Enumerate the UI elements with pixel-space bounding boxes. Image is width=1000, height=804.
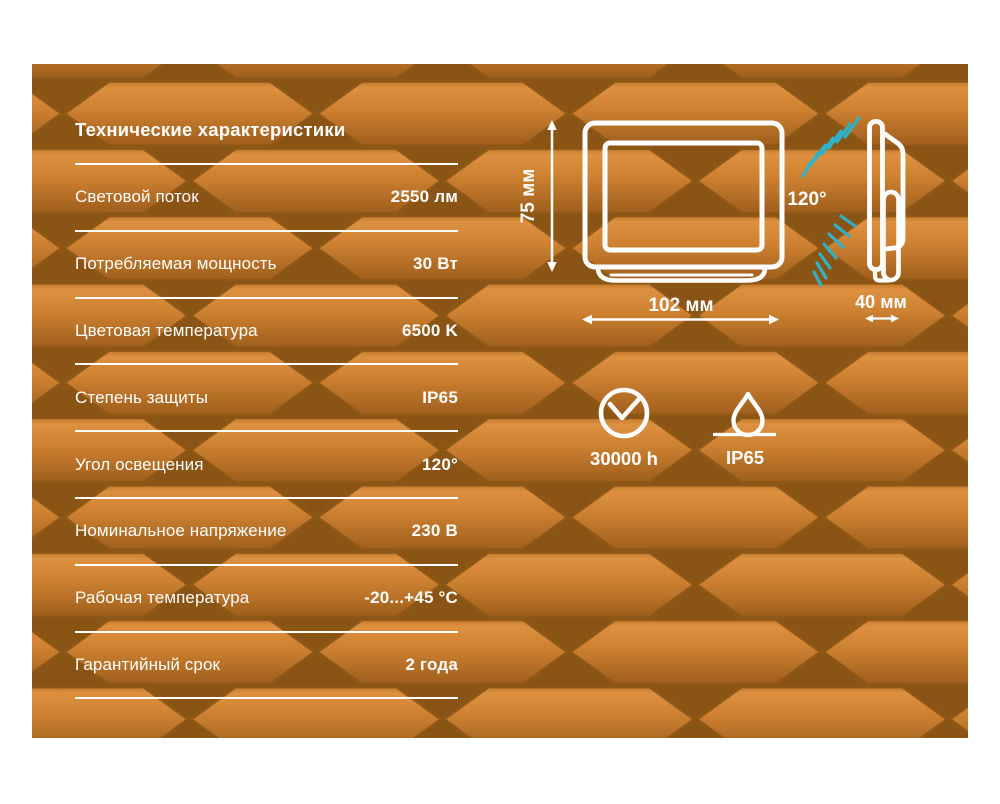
arrow-right-icon: [769, 314, 779, 325]
light-rays-upper-icon: [801, 116, 861, 178]
ip-label: IP65: [726, 447, 764, 468]
spec-row-luminous-flux: Световой поток 2550 лм: [75, 165, 458, 232]
spec-value: IP65: [422, 387, 458, 407]
spec-label: Степень защиты: [75, 387, 209, 407]
floodlight-side-view-icon: [867, 119, 906, 283]
arrow-left-icon: [865, 314, 873, 323]
width-dimension-label: 102 мм: [648, 295, 713, 316]
light-rays-lower-icon: [812, 214, 857, 287]
spec-row-ip-rating: Степень защиты IP65: [75, 365, 458, 433]
spec-row-beam-angle: Угол освещения 120°: [75, 432, 458, 499]
spec-row-voltage: Номинальное напряжение 230 В: [75, 499, 458, 566]
spec-value: 30 Вт: [412, 254, 458, 274]
arrow-left-icon: [582, 314, 592, 325]
spec-label: Гарантийный срок: [75, 654, 221, 674]
spec-label: Рабочая температура: [75, 588, 250, 608]
depth-dimension-label: 40 мм: [855, 292, 907, 312]
spec-label: Угол освещения: [75, 454, 204, 474]
floodlight-front-view-icon: [582, 120, 785, 283]
floodlight-diagram: 75 мм 102 мм: [518, 116, 907, 469]
width-dimension: 102 мм: [582, 295, 779, 325]
ip-feature: IP65: [713, 391, 776, 468]
arrow-up-icon: [547, 120, 557, 130]
spec-label: Номинальное напряжение: [75, 521, 287, 541]
lifetime-feature: 30000 h: [590, 387, 658, 469]
spec-table-title: Технические характеристики: [75, 119, 346, 140]
spec-label: Цветовая температура: [75, 320, 258, 340]
clock-icon: [598, 387, 650, 439]
spec-value: 6500 K: [401, 320, 458, 340]
spec-rows: Световой поток 2550 лм Потребляемая мощн…: [75, 163, 458, 700]
spec-value: 120°: [422, 454, 458, 474]
arrow-right-icon: [891, 314, 899, 323]
depth-dimension: 40 мм: [855, 292, 907, 323]
spec-row-color-temperature: Цветовая температура 6500 K: [75, 299, 458, 366]
lifetime-label: 30000 h: [590, 448, 658, 469]
spec-card-panel: Технические характеристики Световой пото…: [32, 64, 968, 738]
beam-angle-label: 120°: [787, 189, 826, 210]
height-dimension-label: 75 мм: [518, 169, 539, 224]
spec-row-power: Потребляемая мощность 30 Вт: [75, 232, 458, 299]
spec-value: -20...+45 °C: [364, 588, 458, 608]
spec-label: Потребляемая мощность: [75, 254, 277, 274]
height-dimension: 75 мм: [518, 120, 557, 272]
spec-row-operating-temperature: Рабочая температура -20...+45 °C: [75, 566, 458, 633]
spec-row-warranty: Гарантийный срок 2 года: [75, 633, 458, 700]
water-drop-icon: [731, 391, 765, 438]
spec-label: Световой поток: [75, 187, 199, 207]
honeycomb-background: [32, 64, 968, 738]
arrow-down-icon: [547, 262, 557, 272]
spec-value: 2 года: [405, 654, 458, 674]
spec-value: 2550 лм: [390, 187, 458, 207]
spec-value: 230 В: [411, 521, 458, 541]
